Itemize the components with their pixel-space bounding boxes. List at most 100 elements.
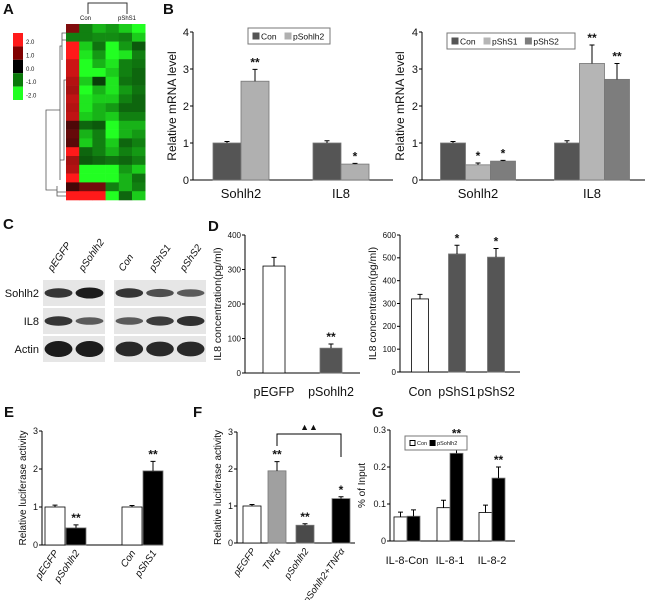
- panel-label: C: [3, 216, 14, 233]
- significance-marker: *: [353, 149, 358, 163]
- protein-band: [44, 341, 73, 357]
- heatmap-cell: [92, 112, 106, 122]
- panel-label: D: [208, 218, 219, 235]
- error-bar: [73, 524, 79, 528]
- error-bar: [496, 466, 501, 479]
- x-tick-label: IL-8-1: [436, 555, 465, 567]
- error-bar: [252, 68, 258, 82]
- protein-band: [176, 316, 205, 326]
- heatmap-cell: [132, 41, 146, 51]
- bar-chart-panel: 0 100 200 300 400 500 600 IL8 concentration(pg/…: [367, 231, 520, 399]
- y-tick-label: 1: [412, 138, 418, 150]
- heatmap-cell: [79, 120, 93, 130]
- significance-marker: **: [272, 448, 282, 462]
- protein-band: [75, 287, 104, 299]
- bar: [604, 78, 630, 181]
- heatmap-cell: [132, 173, 146, 183]
- heatmap-cell: [118, 68, 133, 78]
- heatmap-cell: [118, 129, 133, 139]
- y-tick-label: 100: [383, 345, 397, 354]
- color-scale-swatch: [13, 73, 23, 87]
- y-tick-label: 100: [228, 334, 242, 343]
- heatmap-cell: [79, 173, 93, 183]
- bar: [262, 265, 286, 374]
- error-bar: [328, 343, 334, 349]
- heatmap-cell: [79, 129, 93, 139]
- heatmap-cell: [92, 24, 106, 34]
- bar: [490, 160, 516, 181]
- y-tick-label: 0: [412, 175, 418, 187]
- error-bar: [614, 62, 620, 80]
- lane-label: pEGFP: [45, 240, 74, 274]
- heatmap-cell: [66, 120, 80, 130]
- color-scale-label: -1.0: [26, 80, 37, 86]
- heatmap-cell: [79, 138, 93, 148]
- y-tick-label: 300: [228, 265, 242, 274]
- heatmap-cell: [118, 138, 133, 148]
- legend-label: pSohlh2: [437, 441, 457, 447]
- y-tick-label: 0: [183, 175, 189, 187]
- heatmap-cell: [132, 24, 146, 34]
- heatmap-cell: [118, 182, 133, 192]
- bar: [436, 507, 451, 542]
- bar: [142, 470, 164, 546]
- legend-swatch: [451, 37, 459, 45]
- blot-row-label: Sohlh2: [5, 288, 39, 300]
- legend-swatch: [252, 32, 260, 40]
- heatmap-cell: [132, 120, 146, 130]
- heatmap-cell: [66, 156, 80, 166]
- heatmap-cell: [66, 68, 80, 78]
- legend-swatch: [524, 37, 532, 45]
- error-bar: [129, 504, 135, 507]
- error-bar: [271, 256, 277, 267]
- protein-band: [146, 316, 174, 326]
- heatmap-cell: [118, 41, 133, 51]
- comparison-bracket: [276, 433, 342, 457]
- heatmap-cell: [79, 68, 93, 78]
- heatmap-cell: [118, 32, 133, 42]
- color-scale-label: 0.0: [26, 67, 35, 73]
- y-tick-label: 1: [33, 502, 38, 512]
- lane-label: pSohlh2: [76, 237, 107, 275]
- heatmap-cell: [79, 41, 93, 51]
- heatmap-cell: [132, 164, 146, 174]
- heatmap-cell: [66, 41, 80, 51]
- heatmap-cell: [79, 164, 93, 174]
- heatmap-cell: [105, 50, 120, 60]
- bar: [406, 515, 421, 542]
- bar: [579, 63, 605, 181]
- heatmap-cell: [92, 120, 106, 130]
- protein-band: [176, 289, 205, 297]
- heatmap-cell: [66, 94, 80, 104]
- significance-marker: *: [339, 483, 344, 497]
- legend-label: pShS1: [492, 36, 518, 46]
- heatmap-cell: [118, 94, 133, 104]
- heatmap-cell: [132, 76, 146, 86]
- heatmap-cell: [105, 138, 120, 148]
- heatmap-cell: [92, 138, 106, 148]
- heatmap-cell: [105, 94, 120, 104]
- lane-label: pShS1: [147, 243, 174, 275]
- legend-box: [446, 32, 576, 50]
- heatmap-cell: [92, 76, 106, 86]
- heatmap-cell: [118, 50, 133, 60]
- y-axis-label: Relative luciferase activity: [213, 430, 224, 545]
- heatmap-cell: [79, 85, 93, 95]
- blot-row-label: IL8: [24, 316, 39, 328]
- heatmap-cell: [105, 164, 120, 174]
- heatmap-cell: [132, 103, 146, 113]
- legend-label: Con: [417, 441, 427, 447]
- protein-band: [146, 341, 174, 357]
- error-bar: [352, 162, 358, 165]
- heatmap-cell: [79, 191, 93, 201]
- panel-label: F: [193, 404, 202, 421]
- heatmap-cell: [92, 94, 106, 104]
- heatmap-cell: [79, 112, 93, 122]
- heatmap-cell: [132, 182, 146, 192]
- error-bar: [52, 504, 58, 507]
- x-tick-label: pSohlh2: [282, 546, 312, 582]
- y-axis-label: % of Input: [357, 463, 368, 508]
- heatmap-cell: [66, 50, 80, 60]
- significance-marker: *: [455, 231, 460, 245]
